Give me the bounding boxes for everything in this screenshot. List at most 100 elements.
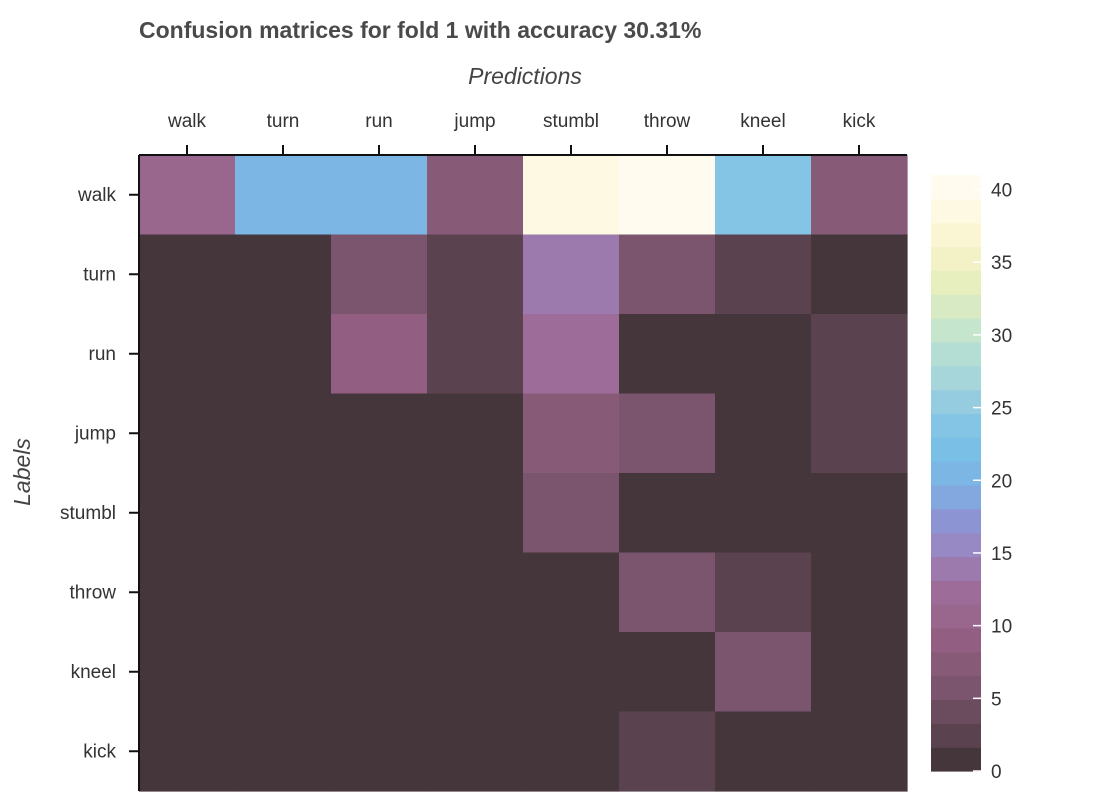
colorbar-tick-label: 10	[991, 617, 1012, 638]
heatmap-cell-run-turn	[235, 314, 332, 395]
colorbar-segment	[931, 556, 981, 581]
x-tick-label-jump: jump	[453, 111, 495, 132]
y-tick-label-turn: turn	[83, 264, 116, 285]
colorbar-segment	[931, 246, 981, 271]
heatmap-cell-kick-throw	[619, 711, 716, 792]
colorbar-segment	[931, 389, 981, 414]
y-tick-label-kneel: kneel	[71, 662, 116, 683]
y-axis: walk turn run jump stumbl throw kneel kick	[60, 155, 140, 791]
colorbar-segment	[931, 413, 981, 438]
colorbar-tick-label: 15	[991, 544, 1012, 565]
heatmap-cell-throw-stumbl	[523, 552, 620, 633]
colorbar-segment	[931, 747, 981, 772]
x-tick-label-kick: kick	[843, 111, 876, 132]
colorbar-tick-label: 0	[991, 762, 1002, 783]
heatmap-cell-stumbl-kneel	[715, 473, 812, 554]
heatmap-cell-throw-kneel	[715, 552, 812, 633]
heatmap-cell-walk-throw	[619, 155, 716, 236]
x-tick-label-turn: turn	[267, 111, 300, 132]
chart-title: Confusion matrices for fold 1 with accur…	[139, 17, 701, 43]
heatmap-cell-run-kick	[811, 314, 908, 395]
heatmap-cell-turn-turn	[235, 234, 332, 315]
colorbar-segment	[931, 318, 981, 343]
colorbar-segment	[931, 604, 981, 629]
heatmap-cell-turn-walk	[139, 234, 236, 315]
colorbar-segment	[931, 508, 981, 534]
x-tick-label-walk: walk	[167, 111, 207, 132]
heatmap-cell-walk-turn	[235, 155, 332, 236]
colorbar: 0 5 10 15 20 25 30 35 40	[931, 175, 1012, 783]
heatmap-cell-jump-run	[331, 393, 428, 474]
colorbar-segment	[931, 627, 981, 653]
x-tick-label-kneel: kneel	[740, 111, 785, 132]
heatmap-cell-walk-jump	[427, 155, 524, 236]
colorbar-segment	[931, 198, 981, 224]
heatmap-cell-kneel-throw	[619, 632, 716, 713]
heatmap-cell-kneel-kneel	[715, 632, 812, 713]
colorbar-segment	[931, 365, 981, 391]
heatmap-cell-walk-stumbl	[523, 155, 620, 236]
heatmap-cell-run-throw	[619, 314, 716, 395]
heatmap-cell-jump-walk	[139, 393, 236, 474]
heatmap-cell-kick-kneel	[715, 711, 812, 792]
heatmap-cell-kick-walk	[139, 711, 236, 792]
heatmap-cell-run-run	[331, 314, 428, 395]
colorbar-segment	[931, 222, 981, 248]
y-tick-label-jump: jump	[74, 423, 116, 444]
y-tick-label-walk: walk	[77, 185, 117, 206]
heatmap-cell-walk-walk	[139, 155, 236, 236]
y-axis-title: Labels	[9, 438, 35, 506]
heatmap-cell-run-kneel	[715, 314, 812, 395]
colorbar-segment	[931, 675, 981, 701]
heatmap-cell-jump-stumbl	[523, 393, 620, 474]
colorbar-segment	[931, 175, 981, 200]
heatmap-cell-jump-jump	[427, 393, 524, 474]
heatmap-cell-throw-walk	[139, 552, 236, 633]
heatmap-cell-stumbl-run	[331, 473, 428, 554]
heatmap-cell-jump-throw	[619, 393, 716, 474]
y-tick-label-stumbl: stumbl	[60, 503, 116, 524]
heatmap-cell-turn-kick	[811, 234, 908, 315]
colorbar-tick-label: 30	[991, 326, 1012, 347]
heatmap-cell-kick-jump	[427, 711, 524, 792]
y-tick-label-run: run	[89, 344, 116, 365]
heatmap-cell-stumbl-throw	[619, 473, 716, 554]
colorbar-tick-label: 40	[991, 181, 1012, 202]
heatmap-cell-turn-throw	[619, 234, 716, 315]
heatmap-cell-walk-run	[331, 155, 428, 236]
heatmap-cell-stumbl-jump	[427, 473, 524, 554]
y-tick-label-kick: kick	[83, 741, 116, 762]
colorbar-segment	[931, 294, 981, 319]
x-tick-label-throw: throw	[644, 111, 691, 132]
x-tick-label-run: run	[365, 111, 392, 132]
heatmap-cell-kneel-jump	[427, 632, 524, 713]
x-axis: walk turn run jump stumbl throw kneel kick	[139, 111, 907, 156]
colorbar-segment	[931, 651, 981, 677]
heatmap-cell-stumbl-stumbl	[523, 473, 620, 554]
heatmap-cell-run-walk	[139, 314, 236, 395]
heatmap-cell-kick-turn	[235, 711, 332, 792]
colorbar-segment	[931, 270, 981, 295]
heatmap-cell-kneel-kick	[811, 632, 908, 713]
heatmap-cell-stumbl-kick	[811, 473, 908, 554]
heatmap-cell-turn-stumbl	[523, 234, 620, 315]
heatmap-cells	[139, 155, 908, 792]
colorbar-segment	[931, 580, 981, 605]
heatmap-cell-throw-turn	[235, 552, 332, 633]
heatmap-cell-throw-jump	[427, 552, 524, 633]
heatmap-cell-throw-throw	[619, 552, 716, 633]
heatmap-cell-turn-jump	[427, 234, 524, 315]
x-axis-title: Predictions	[468, 63, 582, 89]
y-tick-label-throw: throw	[70, 582, 117, 603]
colorbar-segment	[931, 484, 981, 510]
heatmap-cell-jump-turn	[235, 393, 332, 474]
x-tick-label-stumbl: stumbl	[543, 111, 599, 132]
heatmap-cell-stumbl-turn	[235, 473, 332, 554]
heatmap-cell-walk-kick	[811, 155, 908, 236]
colorbar-segment	[931, 532, 981, 558]
heatmap-cell-throw-run	[331, 552, 428, 633]
heatmap-cell-kick-kick	[811, 711, 908, 792]
heatmap-cell-run-jump	[427, 314, 524, 395]
colorbar-tick-label: 20	[991, 471, 1012, 492]
